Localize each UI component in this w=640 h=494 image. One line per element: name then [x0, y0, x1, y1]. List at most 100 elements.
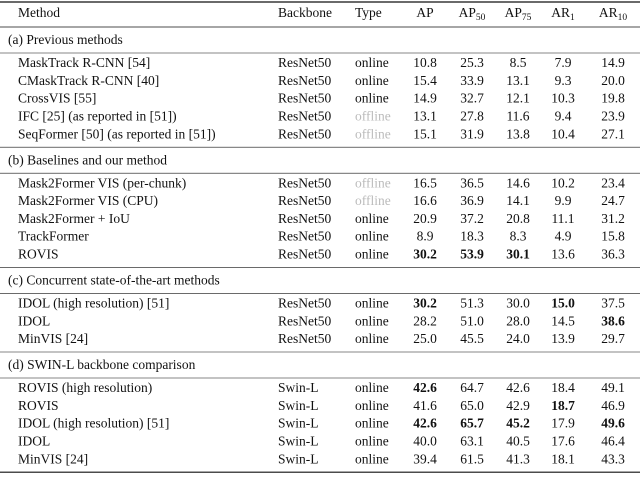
table-cell: offline	[355, 126, 391, 141]
table-cell: 53.9	[460, 246, 484, 261]
table-cell: Swin-L	[278, 398, 319, 413]
table-cell: 13.8	[506, 126, 530, 141]
column-header: AR1	[551, 5, 575, 23]
table-cell: 65.0	[460, 398, 484, 413]
table-cell: ResNet50	[278, 295, 331, 310]
table-cell: 11.1	[551, 211, 574, 226]
table-cell: 14.5	[551, 313, 575, 328]
table-cell: 4.9	[555, 229, 572, 244]
table-cell: 23.4	[601, 175, 625, 190]
table-cell: ResNet50	[278, 126, 331, 141]
table-cell: ResNet50	[278, 175, 331, 190]
table-cell: online	[355, 331, 389, 346]
table-cell: 15.4	[413, 73, 437, 88]
table-cell: 32.7	[460, 91, 484, 106]
table-cell: online	[355, 295, 389, 310]
table-cell: 28.0	[506, 313, 530, 328]
table-cell: offline	[355, 108, 391, 123]
table-cell: online	[355, 380, 389, 395]
table-cell: 15.0	[551, 295, 575, 310]
table-cell: MinVIS [24]	[18, 331, 88, 346]
table-cell: 13.9	[551, 331, 575, 346]
table-cell: 31.9	[460, 126, 484, 141]
table-cell: IDOL (high resolution) [51]	[18, 295, 169, 310]
table-cell: TrackFormer	[18, 229, 89, 244]
table-cell: 30.2	[413, 246, 437, 261]
table-cell: 61.5	[460, 451, 484, 466]
table-cell: 14.9	[601, 55, 625, 70]
table-cell: ROVIS	[18, 246, 59, 261]
table-cell: Swin-L	[278, 416, 319, 431]
table-cell: 14.9	[413, 91, 437, 106]
table-cell: online	[355, 55, 389, 70]
table-cell: ResNet50	[278, 246, 331, 261]
table-cell: 8.9	[417, 229, 434, 244]
table-cell: SeqFormer [50] (as reported in [51])	[18, 126, 216, 141]
table-cell: offline	[355, 193, 391, 208]
table-cell: 25.3	[460, 55, 484, 70]
table-cell: online	[355, 211, 389, 226]
table-cell: 63.1	[460, 433, 484, 448]
table-cell: 23.9	[601, 108, 625, 123]
table-cell: 42.6	[413, 416, 437, 431]
header-sub: 1	[570, 13, 575, 23]
table-cell: 49.6	[601, 416, 625, 431]
header-text: AP	[459, 5, 476, 20]
table-cell: ResNet50	[278, 91, 331, 106]
table-cell: 9.4	[555, 108, 572, 123]
table-cell: 41.3	[506, 451, 530, 466]
table-cell: 10.8	[413, 55, 437, 70]
column-header: AR10	[599, 5, 628, 23]
table-cell: ResNet50	[278, 229, 331, 244]
table-cell: IDOL	[18, 313, 50, 328]
table-cell: 43.3	[601, 451, 625, 466]
table-cell: 11.6	[506, 108, 529, 123]
table-cell: 27.1	[601, 126, 625, 141]
section-title: (d) SWIN-L backbone comparison	[8, 357, 196, 372]
table-cell: 7.9	[555, 55, 572, 70]
table-cell: IDOL	[18, 433, 50, 448]
table-cell: CrossVIS [55]	[18, 91, 96, 106]
table-cell: 8.5	[510, 55, 527, 70]
table-cell: 18.3	[460, 229, 484, 244]
table-cell: Swin-L	[278, 451, 319, 466]
table-cell: 39.4	[413, 451, 437, 466]
table-cell: online	[355, 433, 389, 448]
table-cell: 31.2	[601, 211, 625, 226]
table-cell: 46.9	[601, 398, 625, 413]
table-cell: CMaskTrack R-CNN [40]	[18, 73, 159, 88]
table-cell: 41.6	[413, 398, 437, 413]
table-cell: 64.7	[460, 380, 484, 395]
table-cell: 40.5	[506, 433, 530, 448]
section-title: (a) Previous methods	[8, 32, 123, 47]
header-text: AP	[505, 5, 522, 20]
column-header: AP50	[459, 5, 486, 23]
table-cell: 65.7	[460, 416, 484, 431]
table-cell: 33.9	[460, 73, 484, 88]
table-cell: online	[355, 246, 389, 261]
table-cell: 16.5	[413, 175, 437, 190]
table-cell: 13.1	[506, 73, 530, 88]
table-cell: 46.4	[601, 433, 625, 448]
table-cell: MaskTrack R-CNN [54]	[18, 55, 150, 70]
table-cell: ResNet50	[278, 55, 331, 70]
table-cell: IFC [25] (as reported in [51])	[18, 108, 177, 123]
table-cell: Mask2Former VIS (per-chunk)	[18, 175, 186, 190]
table-cell: IDOL (high resolution) [51]	[18, 416, 169, 431]
table-cell: ResNet50	[278, 313, 331, 328]
table-cell: 38.6	[601, 313, 625, 328]
table-cell: Mask2Former VIS (CPU)	[18, 193, 158, 208]
table-cell: 17.9	[551, 416, 575, 431]
header-sub: 75	[522, 13, 532, 23]
table-cell: ResNet50	[278, 211, 331, 226]
table-cell: 24.7	[601, 193, 625, 208]
table-cell: offline	[355, 175, 391, 190]
table-cell: 14.6	[506, 175, 530, 190]
header-sub: 50	[476, 13, 486, 23]
table-cell: Swin-L	[278, 380, 319, 395]
header-text: Backbone	[278, 5, 332, 20]
column-header: Type	[355, 5, 382, 20]
header-text: Method	[18, 5, 60, 20]
table-cell: Mask2Former + IoU	[18, 211, 130, 226]
table-cell: 37.5	[601, 295, 625, 310]
